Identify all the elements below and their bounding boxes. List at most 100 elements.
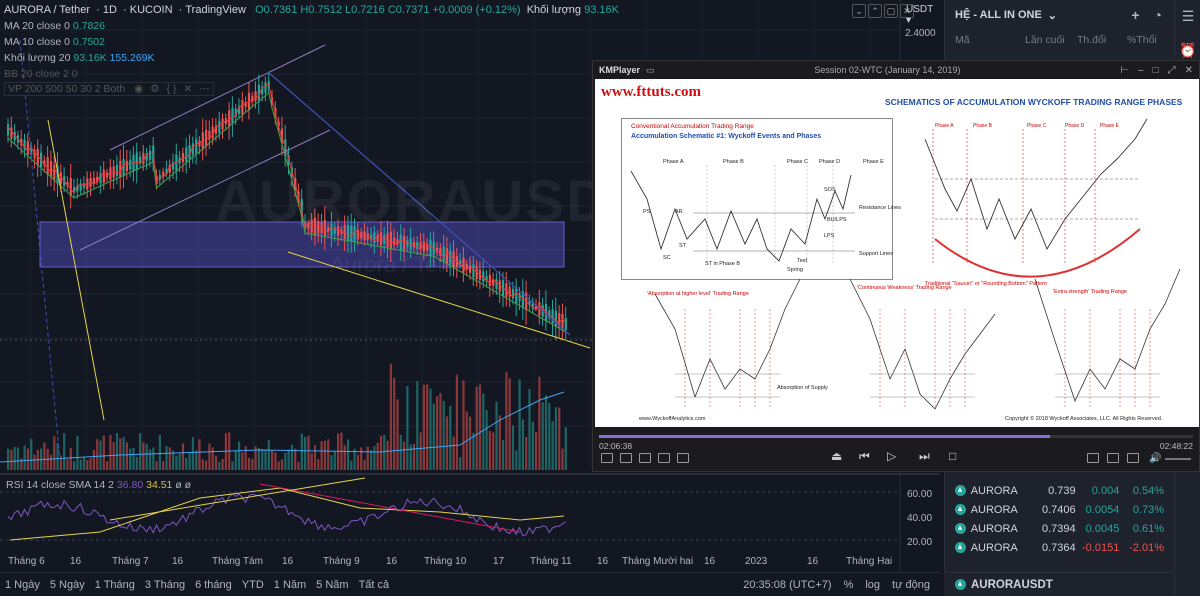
- col-percent[interactable]: %Thổi: [1127, 34, 1157, 46]
- settings-icon[interactable]: ⚙: [150, 83, 160, 95]
- watchlist-icon[interactable]: ☰: [1181, 8, 1195, 24]
- ohlc-high: H0.7512: [300, 4, 342, 16]
- pin-icon[interactable]: ⊢: [1120, 64, 1129, 76]
- symbol-name[interactable]: AURORA / Tether: [4, 4, 90, 16]
- candle-body: [115, 165, 119, 176]
- tf-5d[interactable]: 5 Ngày: [49, 578, 85, 591]
- tf-ytd[interactable]: YTD: [241, 578, 264, 591]
- next-icon[interactable]: ⏭: [919, 449, 930, 463]
- kmplayer-window[interactable]: KMPlayer ▭ Session 02-WTC (January 14, 2…: [592, 60, 1200, 472]
- candle-body: [49, 161, 53, 177]
- watchlist-title[interactable]: HỆ - ALL IN ONE: [955, 9, 1042, 21]
- candle-body: [511, 289, 515, 299]
- 3d-icon[interactable]: [1127, 453, 1139, 463]
- col-symbol[interactable]: Mã: [955, 34, 970, 46]
- log-toggle[interactable]: log: [865, 578, 881, 591]
- playlist-icon[interactable]: [601, 453, 613, 463]
- volume-slider[interactable]: [1165, 458, 1191, 460]
- chart-pie-icon[interactable]: ◔: [1153, 6, 1162, 23]
- candle-body: [426, 244, 429, 251]
- tf-5y[interactable]: 5 Năm: [316, 578, 349, 591]
- watchlist-row[interactable]: AURORA 0.7406 0.0054 0.73%: [944, 500, 1164, 519]
- more-icon[interactable]: ⋯: [199, 83, 210, 95]
- open-file-icon[interactable]: [620, 453, 632, 463]
- alert-clock-icon[interactable]: ⏰: [1179, 42, 1197, 58]
- currency-select[interactable]: USDT ▾: [906, 4, 934, 26]
- volume-bar: [399, 435, 402, 470]
- volume-bar: [373, 446, 376, 470]
- watchlist-row[interactable]: AURORA 0.739 0.004 0.54%: [944, 481, 1164, 500]
- selected-symbol-bar[interactable]: AURORAUSDT: [944, 572, 1174, 596]
- video-frame[interactable]: www.fttuts.com SCHEMATICS OF ACCUMULATIO…: [595, 79, 1199, 427]
- volume-bar: [43, 442, 46, 470]
- clock[interactable]: 20:35:08 (UTC+7): [743, 578, 832, 591]
- downtrend-line: [267, 71, 571, 336]
- tf-1m[interactable]: 1 Tháng: [94, 578, 135, 591]
- tf-6m[interactable]: 6 tháng: [195, 578, 232, 591]
- close-icon[interactable]: ✕: [1184, 64, 1193, 76]
- close-icon[interactable]: ✕: [183, 83, 193, 95]
- play-icon[interactable]: ▷: [887, 449, 897, 463]
- volume-bar: [436, 396, 439, 470]
- capture-icon[interactable]: [639, 453, 651, 463]
- settings-icon[interactable]: [658, 453, 670, 463]
- box-title: Conventional Accumulation Trading Range: [631, 123, 754, 130]
- candle-body: [122, 159, 125, 176]
- candle-body: [30, 147, 33, 155]
- volume-bar: [495, 401, 498, 470]
- volume-bar: [426, 384, 429, 470]
- tf-3m[interactable]: 3 Tháng: [144, 578, 186, 591]
- watchlist-row[interactable]: AURORA 0.7394 0.0045 0.61%: [944, 519, 1164, 538]
- percent-toggle[interactable]: %: [843, 578, 854, 591]
- audio-icon[interactable]: [1107, 453, 1119, 463]
- collapse-icon[interactable]: ⌄: [852, 4, 866, 18]
- indicator-vp[interactable]: VP 200 500 50 30 2 Both ◉ ⚙ { } ✕ ⋯: [4, 82, 214, 96]
- up-icon[interactable]: ⌃: [868, 4, 882, 18]
- chevron-down-icon[interactable]: ⌄: [1047, 9, 1057, 22]
- indicator-ma20[interactable]: MA 20 close 0 0.7826: [4, 20, 105, 32]
- interval[interactable]: 1D: [102, 4, 117, 16]
- close-pane-icon[interactable]: ✕: [900, 4, 914, 18]
- volume-bar: [564, 427, 567, 470]
- tf-1d[interactable]: 1 Ngày: [5, 578, 40, 591]
- rsi-legend[interactable]: RSI 14 close SMA 14 2 36.80 34.51 ø ø: [6, 479, 192, 491]
- add-icon[interactable]: +: [1131, 6, 1140, 23]
- fullscreen-icon[interactable]: ⤢: [1167, 64, 1176, 76]
- tf-all[interactable]: Tất cả: [358, 578, 390, 591]
- watchlist-row[interactable]: AURORA 0.7364 -0.0151 -2.01%: [944, 538, 1164, 557]
- rsi-line: [7, 492, 566, 537]
- subtitle-icon[interactable]: [1087, 453, 1099, 463]
- candle-body: [79, 183, 82, 191]
- col-last[interactable]: Lần cuối: [1025, 34, 1065, 46]
- auto-toggle[interactable]: tự động: [892, 578, 930, 591]
- eye-icon[interactable]: ◉: [134, 83, 144, 95]
- tf-1y[interactable]: 1 Năm: [273, 578, 307, 591]
- stop-icon[interactable]: □: [949, 449, 957, 463]
- indicator-bb[interactable]: BB 20 close 2 0: [4, 68, 78, 80]
- vr-icon[interactable]: [677, 453, 689, 463]
- col-change[interactable]: Th.đổi: [1077, 34, 1107, 46]
- indicator-ma10[interactable]: MA 10 close 0 0.7502: [4, 36, 105, 48]
- maximize-icon[interactable]: □: [1152, 64, 1159, 76]
- indicator-volume[interactable]: Khối lượng 20 93.16K 155.269K: [4, 52, 155, 64]
- volume-icon[interactable]: 🔊: [1149, 453, 1162, 464]
- volume-bar: [76, 435, 79, 470]
- candle-body: [172, 162, 175, 170]
- kmplayer-titlebar[interactable]: KMPlayer ▭ Session 02-WTC (January 14, 2…: [593, 61, 1199, 79]
- price-chart-canvas[interactable]: [0, 0, 940, 570]
- volume-bar: [439, 393, 442, 470]
- eject-icon[interactable]: ⏏: [831, 449, 843, 463]
- symbol-header[interactable]: AURORA / Tether · 1D · KUCOIN · TradingV…: [4, 4, 619, 16]
- volume-bar: [86, 460, 89, 470]
- source-code-icon[interactable]: { }: [166, 83, 177, 95]
- minimize-icon[interactable]: –: [1138, 64, 1144, 76]
- seek-bar[interactable]: [599, 435, 1193, 438]
- candle-body: [238, 105, 241, 115]
- volume-bar: [554, 407, 557, 470]
- maximize-icon[interactable]: ▢: [884, 4, 898, 18]
- playlist-icon[interactable]: ▭: [646, 64, 655, 75]
- volume-bar: [277, 461, 280, 470]
- previous-icon[interactable]: ⏮: [859, 449, 870, 463]
- candle-body: [439, 247, 442, 256]
- selected-symbol[interactable]: AURORAUSDT: [971, 578, 1053, 591]
